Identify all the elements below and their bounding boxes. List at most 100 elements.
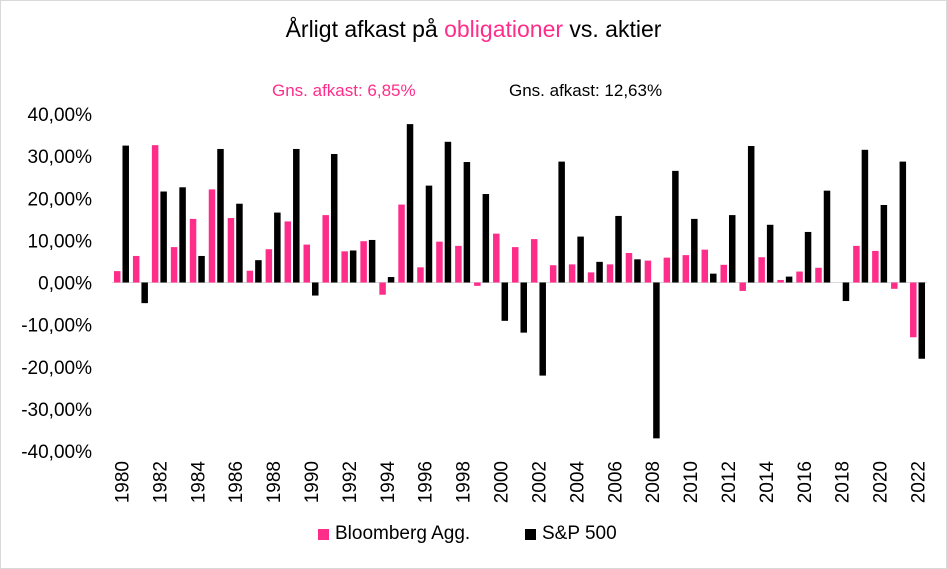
bar-bloomberg-agg-1993	[360, 241, 367, 283]
stock-average-label: Gns. afkast: 12,63%	[509, 81, 663, 100]
bar-bloomberg-agg-1994	[379, 282, 386, 295]
bar-bloomberg-agg-1986	[227, 218, 235, 283]
bar-bloomberg-agg-2007	[625, 253, 633, 283]
bond-average-label: Gns. afkast: 6,85%	[272, 81, 416, 100]
y-tick-label: -40,00%	[21, 442, 92, 463]
bar-sp500-1993	[368, 239, 376, 283]
bar-bloomberg-agg-1989	[284, 221, 292, 283]
bar-sp500-1985	[217, 148, 224, 283]
bar-sp500-1981	[141, 282, 148, 304]
bar-bloomberg-agg-1987	[246, 270, 254, 283]
bar-bloomberg-agg-2015	[777, 279, 784, 283]
bar-sp500-1987	[255, 260, 262, 283]
bar-bloomberg-agg-1998	[455, 245, 462, 283]
bar-bloomberg-agg-2020	[872, 250, 879, 283]
bar-bloomberg-agg-2022	[910, 282, 917, 338]
bar-sp500-2009	[672, 170, 679, 283]
title-part-1: Årligt afkast på	[285, 16, 445, 42]
bar-sp500-1994	[387, 277, 395, 283]
bar-bloomberg-agg-1985	[208, 189, 216, 283]
y-tick-label: 30,00%	[28, 147, 93, 168]
bar-sp500-1997	[444, 141, 452, 283]
bar-bloomberg-agg-1982	[151, 145, 159, 283]
bar-bloomberg-agg-1984	[189, 218, 197, 283]
bar-sp500-2005	[596, 261, 603, 283]
bar-bloomberg-agg-2000	[493, 233, 500, 283]
y-tick-label: 20,00%	[28, 189, 93, 210]
bar-bloomberg-agg-1988	[265, 249, 273, 283]
x-tick-label: 2010	[681, 461, 702, 503]
x-tick-label: 1986	[226, 461, 247, 503]
bar-sp500-2010	[691, 218, 698, 283]
bar-bloomberg-agg-1981	[132, 255, 140, 283]
bar-bloomberg-agg-1999	[474, 282, 481, 286]
bar-sp500-2015	[785, 276, 793, 283]
bar-sp500-2003	[558, 161, 565, 283]
bar-sp500-2013	[747, 146, 755, 283]
bar-sp500-2020	[880, 204, 888, 283]
bar-sp500-2022	[918, 282, 926, 359]
x-tick-label: 1984	[188, 461, 209, 504]
y-tick-label: -10,00%	[21, 316, 92, 337]
bar-sp500-1980	[122, 145, 129, 283]
y-tick-label: 10,00%	[28, 231, 93, 252]
bar-sp500-2018	[842, 282, 850, 302]
bar-sp500-2016	[804, 231, 812, 283]
bar-sp500-1992	[349, 250, 357, 283]
bar-bloomberg-agg-2017	[815, 267, 822, 283]
y-tick-label: -30,00%	[21, 400, 92, 421]
bar-sp500-1986	[236, 203, 243, 283]
x-tick-label: 2014	[757, 461, 778, 504]
x-tick-label: 1992	[340, 461, 361, 503]
bar-bloomberg-agg-1980	[113, 271, 121, 283]
bar-bloomberg-agg-2001	[512, 247, 519, 283]
title-part-3: vs. aktier	[563, 16, 662, 42]
y-tick-label: 40,00%	[28, 105, 93, 126]
bar-sp500-2017	[823, 190, 831, 283]
bar-sp500-2008	[653, 282, 660, 439]
bar-bloomberg-agg-2010	[682, 255, 690, 283]
x-tick-label: 2002	[529, 461, 550, 503]
bar-bloomberg-agg-2021	[891, 282, 898, 289]
bar-bloomberg-agg-1992	[341, 251, 348, 283]
bar-bloomberg-agg-2011	[701, 249, 709, 283]
bar-sp500-2007	[634, 259, 641, 283]
x-tick-label: 1996	[416, 461, 437, 503]
x-tick-label: 1988	[264, 461, 285, 503]
x-tick-label: 2008	[643, 461, 664, 503]
bar-sp500-2021	[899, 161, 907, 283]
legend-swatch-sp500	[525, 529, 536, 540]
bar-bloomberg-agg-1983	[170, 247, 178, 283]
bar-sp500-2014	[766, 224, 774, 283]
bar-sp500-1982	[160, 191, 167, 283]
bar-sp500-1983	[179, 187, 186, 283]
x-tick-label: 2006	[605, 461, 626, 503]
bar-sp500-1995	[406, 124, 414, 283]
bar-bloomberg-agg-2002	[530, 239, 538, 283]
x-tick-label: 1998	[454, 461, 475, 503]
legend-label-bloomberg-agg: Bloomberg Agg.	[335, 523, 470, 544]
bar-sp500-2019	[861, 149, 869, 283]
bar-sp500-1991	[330, 154, 338, 283]
bar-sp500-2001	[520, 282, 527, 333]
x-tick-label: 2018	[833, 461, 854, 503]
bar-bloomberg-agg-2005	[587, 272, 595, 283]
bar-sp500-2000	[501, 282, 509, 321]
bar-sp500-1984	[198, 255, 205, 283]
bar-sp500-2012	[728, 215, 736, 283]
x-tick-label: 1980	[112, 461, 133, 503]
bar-sp500-1996	[425, 185, 433, 283]
x-tick-label: 2020	[871, 461, 892, 503]
bar-sp500-2006	[615, 215, 622, 283]
bar-bloomberg-agg-1997	[436, 241, 443, 283]
bar-sp500-2011	[710, 273, 717, 283]
x-tick-label: 1982	[150, 461, 171, 503]
x-tick-label: 2016	[795, 461, 816, 503]
bar-bloomberg-agg-1991	[322, 215, 329, 283]
bar-sp500-2004	[577, 236, 584, 283]
bar-sp500-1990	[312, 282, 319, 296]
bar-bloomberg-agg-1990	[303, 244, 311, 283]
bar-sp500-2002	[539, 282, 546, 376]
bar-sp500-1989	[293, 148, 300, 283]
